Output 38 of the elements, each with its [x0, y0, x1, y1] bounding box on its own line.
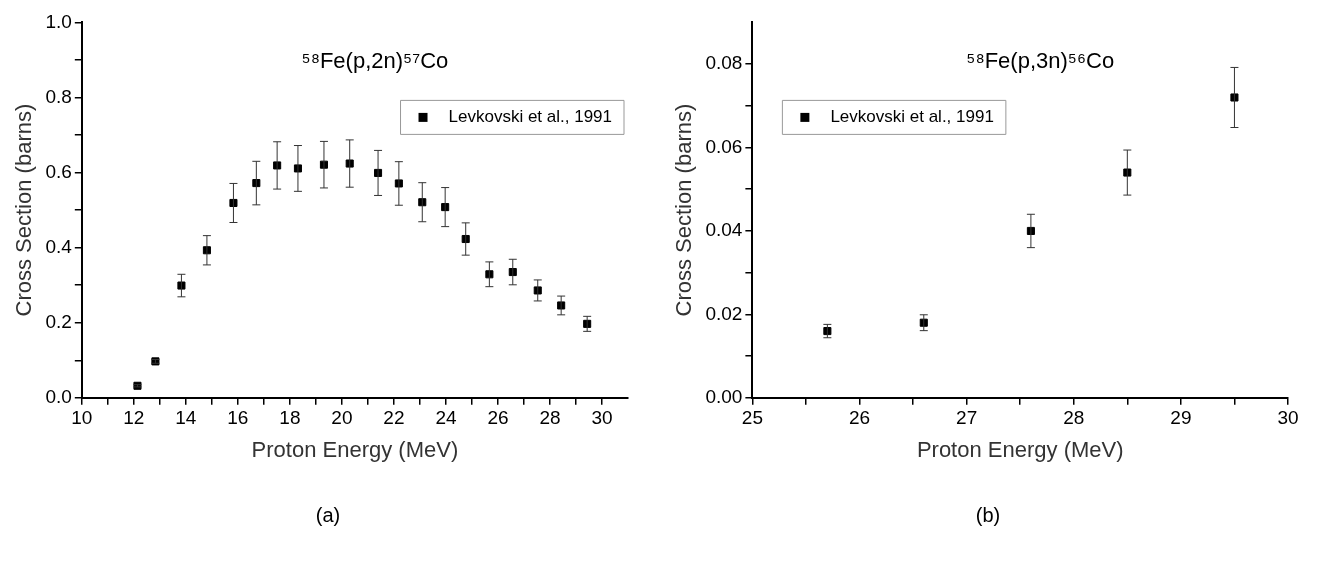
- y-tick-label: 0.0: [45, 386, 72, 408]
- x-tick-label: 18: [279, 407, 301, 429]
- y-tick-label: 0.06: [705, 135, 743, 157]
- y-tick-label: 0.08: [705, 52, 743, 74]
- x-tick-label: 22: [383, 407, 405, 429]
- x-tick-label: 25: [741, 407, 763, 429]
- x-tick-label: 24: [435, 407, 457, 429]
- x-tick-label: 14: [175, 407, 197, 429]
- x-axis-title: Proton Energy (MeV): [251, 436, 459, 462]
- x-axis-title: Proton Energy (MeV): [916, 436, 1124, 462]
- x-tick-label: 10: [71, 407, 93, 429]
- text: ⁵⁸Fe(p,2n)⁵⁷Co: [301, 48, 449, 74]
- legend-label: Levkovski et al., 1991: [448, 107, 612, 127]
- y-tick-label: 0.8: [45, 85, 72, 107]
- text: ⁵⁸Fe(p,3n)⁵⁶Co: [966, 48, 1115, 74]
- y-tick-label: 0.04: [705, 219, 743, 241]
- y-tick-label: 0.6: [45, 160, 72, 182]
- x-tick-label: 30: [1277, 407, 1299, 429]
- x-tick-label: 29: [1170, 407, 1192, 429]
- y-axis-title: Cross Section (barns): [11, 103, 37, 317]
- x-tick-label: 20: [331, 407, 353, 429]
- y-tick-label: 0.02: [705, 302, 743, 324]
- y-axis-title: Cross Section (barns): [671, 103, 697, 317]
- x-tick-label: 30: [591, 407, 613, 429]
- y-tick-label: 1.0: [45, 10, 72, 32]
- x-tick-label: 16: [227, 407, 249, 429]
- y-tick-label: 0.2: [45, 310, 72, 332]
- x-tick-label: 28: [539, 407, 561, 429]
- x-tick-label: 27: [956, 407, 978, 429]
- x-tick-label: 12: [123, 407, 145, 429]
- y-tick-label: 0.4: [45, 235, 73, 257]
- y-tick-label: 0.00: [705, 386, 743, 408]
- legend-label: Levkovski et al., 1991: [830, 107, 994, 127]
- text: (a): [314, 504, 342, 527]
- x-tick-label: 26: [487, 407, 509, 429]
- x-tick-label: 26: [848, 407, 871, 429]
- text: (b): [974, 504, 1002, 527]
- x-tick-label: 28: [1063, 407, 1085, 429]
